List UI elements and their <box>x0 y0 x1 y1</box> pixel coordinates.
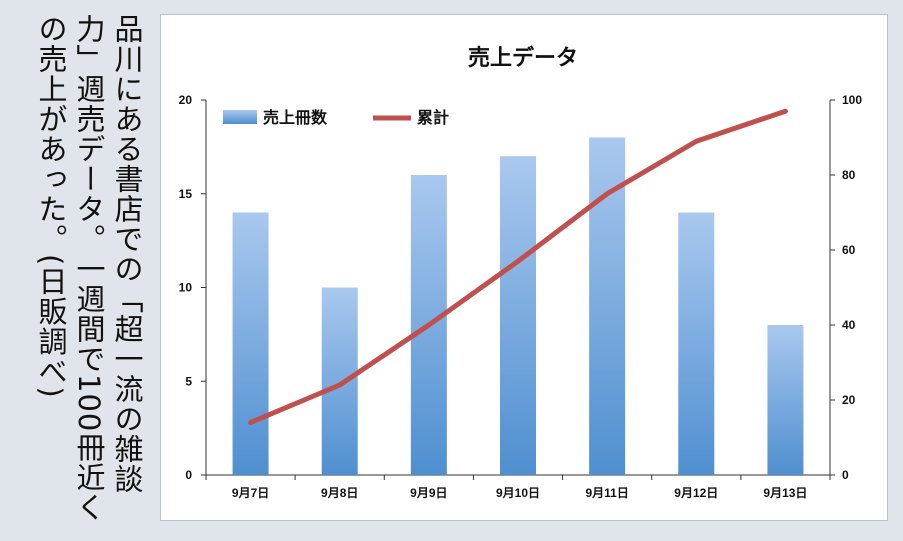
right-tick-label: 40 <box>842 318 856 332</box>
cumulative-point <box>516 259 520 263</box>
bar-7 <box>767 325 804 475</box>
legend-bar-swatch <box>223 110 257 124</box>
plot-area: 0 5 10 15 20 0 20 40 60 80 100 9月7日 9月8日 9月9日 9月10日 9月1… <box>179 93 863 500</box>
right-tick-label: 60 <box>842 243 856 257</box>
right-tick-label: 100 <box>842 93 862 107</box>
right-tick-label: 20 <box>842 393 856 407</box>
right-tick-label: 80 <box>842 168 856 182</box>
chart-title: 売上データ <box>468 45 578 71</box>
cumulative-point <box>605 192 609 196</box>
left-tick-label: 15 <box>179 187 193 201</box>
cumulative-point <box>338 383 342 387</box>
left-tick-label: 10 <box>179 281 193 295</box>
x-tick-label: 9月13日 <box>763 486 807 500</box>
bar-2 <box>321 287 358 475</box>
left-tick-label: 20 <box>179 93 193 107</box>
bar-1 <box>232 212 269 475</box>
x-tick-label: 9月7日 <box>232 486 269 500</box>
legend-bar-label: 売上冊数 <box>263 108 328 127</box>
sales-chart: 売上データ 0 5 10 15 20 0 20 40 60 80 100 9月7日 9月8日 9月9日 9月… <box>179 45 863 500</box>
x-tick-label: 9月12日 <box>674 486 718 500</box>
right-tick-label: 0 <box>842 468 849 482</box>
caption-text: 品川にある書店での「超一流の雑談力」週売データ。一週間で100冊近くの売上があっ… <box>34 14 144 523</box>
x-tick-label: 9月11日 <box>585 486 628 500</box>
left-tick-label: 0 <box>185 468 192 482</box>
cumulative-point <box>427 323 431 327</box>
cumulative-point <box>249 421 253 424</box>
x-tick-label: 9月8日 <box>321 486 358 500</box>
x-tick-label: 9月9日 <box>410 486 447 500</box>
cumulative-point <box>783 109 787 113</box>
x-tick-label: 9月10日 <box>496 486 540 500</box>
left-tick-label: 5 <box>185 374 192 388</box>
bar-6 <box>678 212 715 475</box>
legend-line-label: 累計 <box>417 108 449 127</box>
cumulative-point <box>694 139 698 143</box>
bar-4 <box>500 156 536 475</box>
chart-panel: 売上データ 0 5 10 15 20 0 20 40 60 80 100 9月7日 9月8日 9月9日 9月… <box>160 14 888 521</box>
